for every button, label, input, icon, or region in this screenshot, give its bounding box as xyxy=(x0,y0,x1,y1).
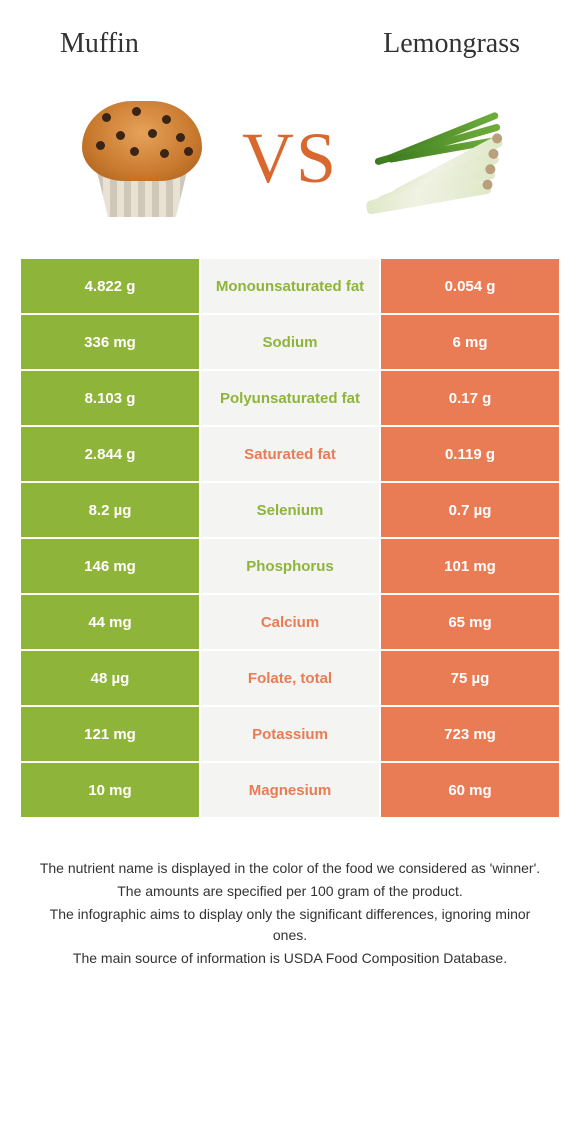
lemongrass-image xyxy=(358,88,518,228)
right-value-cell: 6 mg xyxy=(380,314,560,370)
nutrient-label-cell: Calcium xyxy=(200,594,380,650)
footnote-line: The amounts are specified per 100 gram o… xyxy=(34,881,546,902)
nutrient-label-cell: Folate, total xyxy=(200,650,380,706)
right-value-cell: 0.119 g xyxy=(380,426,560,482)
nutrient-label-cell: Selenium xyxy=(200,482,380,538)
left-value-cell: 121 mg xyxy=(20,706,200,762)
right-value-cell: 60 mg xyxy=(380,762,560,818)
table-row: 4.822 gMonounsaturated fat0.054 g xyxy=(20,258,560,314)
vs-label: VS xyxy=(242,117,338,200)
right-value-cell: 0.17 g xyxy=(380,370,560,426)
header: Muffin Lemongrass xyxy=(0,0,580,78)
right-food-title: Lemongrass xyxy=(383,28,520,60)
table-row: 44 mgCalcium65 mg xyxy=(20,594,560,650)
right-value-cell: 75 µg xyxy=(380,650,560,706)
left-value-cell: 336 mg xyxy=(20,314,200,370)
nutrient-label-cell: Saturated fat xyxy=(200,426,380,482)
nutrient-label-cell: Magnesium xyxy=(200,762,380,818)
left-value-cell: 10 mg xyxy=(20,762,200,818)
nutrient-label-cell: Phosphorus xyxy=(200,538,380,594)
nutrient-table: 4.822 gMonounsaturated fat0.054 g336 mgS… xyxy=(20,258,560,818)
left-value-cell: 8.103 g xyxy=(20,370,200,426)
table-row: 2.844 gSaturated fat0.119 g xyxy=(20,426,560,482)
left-food-title: Muffin xyxy=(60,28,139,60)
footnote-line: The infographic aims to display only the… xyxy=(34,904,546,946)
right-value-cell: 65 mg xyxy=(380,594,560,650)
left-value-cell: 8.2 µg xyxy=(20,482,200,538)
footnotes: The nutrient name is displayed in the co… xyxy=(0,818,580,991)
right-value-cell: 723 mg xyxy=(380,706,560,762)
table-row: 121 mgPotassium723 mg xyxy=(20,706,560,762)
nutrient-label-cell: Polyunsaturated fat xyxy=(200,370,380,426)
nutrient-label-cell: Sodium xyxy=(200,314,380,370)
footnote-line: The nutrient name is displayed in the co… xyxy=(34,858,546,879)
nutrient-label-cell: Monounsaturated fat xyxy=(200,258,380,314)
nutrient-label-cell: Potassium xyxy=(200,706,380,762)
table-row: 48 µgFolate, total75 µg xyxy=(20,650,560,706)
left-value-cell: 48 µg xyxy=(20,650,200,706)
table-row: 10 mgMagnesium60 mg xyxy=(20,762,560,818)
table-row: 146 mgPhosphorus101 mg xyxy=(20,538,560,594)
table-row: 8.2 µgSelenium0.7 µg xyxy=(20,482,560,538)
muffin-image xyxy=(62,88,222,228)
footnote-line: The main source of information is USDA F… xyxy=(34,948,546,969)
left-value-cell: 2.844 g xyxy=(20,426,200,482)
hero-row: VS xyxy=(0,78,580,258)
right-value-cell: 101 mg xyxy=(380,538,560,594)
table-row: 336 mgSodium6 mg xyxy=(20,314,560,370)
left-value-cell: 146 mg xyxy=(20,538,200,594)
right-value-cell: 0.054 g xyxy=(380,258,560,314)
right-value-cell: 0.7 µg xyxy=(380,482,560,538)
left-value-cell: 44 mg xyxy=(20,594,200,650)
table-row: 8.103 gPolyunsaturated fat0.17 g xyxy=(20,370,560,426)
left-value-cell: 4.822 g xyxy=(20,258,200,314)
